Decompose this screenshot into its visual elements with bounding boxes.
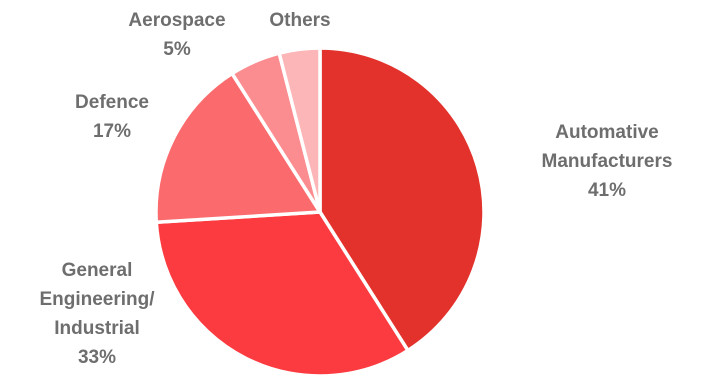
data-label-general-engineering-industrial: General Engineering/Industrial 33% [39,260,155,368]
pie-slice-others [277,46,322,214]
pie-labels: Automative Manufacturers 41% General Enginee… [39,10,672,368]
data-label-automative-manufacturers: Automative Manufacturers 41% [542,122,673,201]
pie-slices [154,46,486,378]
pie-slice-defence [154,71,322,225]
data-label-others: Others [269,10,330,31]
pie-slice-general-engineering-industrial [154,210,410,378]
data-label-aerospace: Aerospace 5% [128,10,225,60]
data-label-defence: Defence 17% [75,92,149,142]
